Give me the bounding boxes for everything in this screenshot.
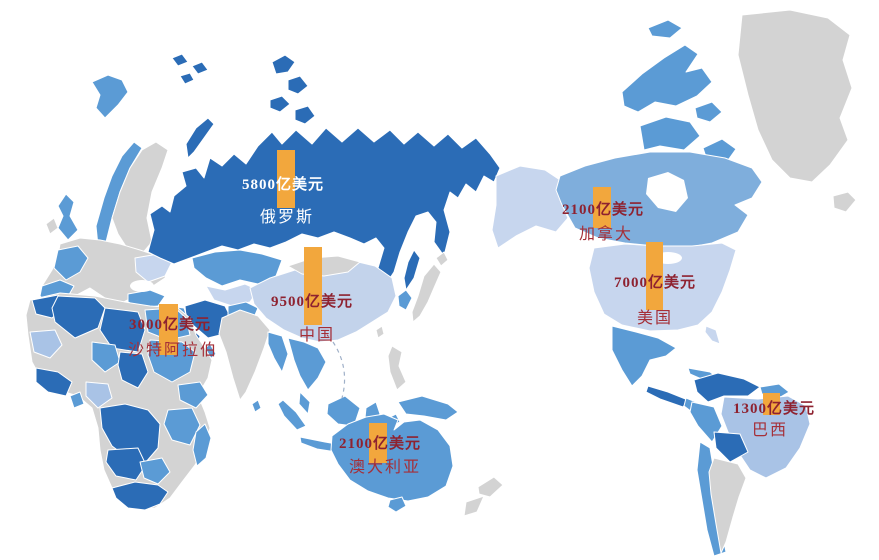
florida [704, 325, 721, 345]
korea [397, 289, 413, 311]
value-bar-brazil [763, 393, 780, 415]
india [218, 309, 271, 401]
ethiopia [177, 381, 209, 409]
united-kingdom [57, 193, 79, 241]
new-guinea [397, 395, 459, 421]
south-africa [111, 481, 169, 511]
arctic-island [287, 75, 309, 95]
chad [117, 351, 149, 389]
value-label-canada: 2100亿美元 [561, 202, 645, 218]
iceland [832, 191, 857, 213]
value-bar-russia [277, 150, 295, 208]
japan [411, 263, 442, 323]
value-label-brazil: 1300亿美元 [732, 401, 816, 417]
arctic-island [191, 61, 209, 75]
indochina [287, 337, 327, 391]
value-bar-australia [369, 423, 387, 463]
new-zealand-north [477, 476, 504, 498]
russia [147, 127, 501, 285]
value-label-usa: 7000亿美元 [613, 275, 697, 291]
hudson-bay [646, 172, 688, 212]
value-label-russia: 5800亿美元 [241, 177, 325, 193]
value-label-saudi-arabia: 3000亿美元 [128, 317, 212, 333]
sumatra [277, 399, 307, 431]
canadian-arctic-islands [621, 44, 713, 113]
sakhalin [403, 249, 421, 291]
argentina [708, 457, 747, 554]
country-label-brazil: 巴西 [751, 422, 789, 439]
myanmar [267, 331, 289, 373]
value-bar-canada [593, 187, 611, 228]
tasmania [387, 496, 407, 513]
australia [330, 413, 454, 502]
black-sea [130, 280, 154, 292]
hokkaido [435, 251, 449, 267]
mauritania [29, 329, 63, 359]
angola [105, 447, 147, 481]
new-zealand-south [463, 495, 485, 517]
mexico [611, 325, 677, 387]
brazil [720, 395, 811, 479]
novaya-zemlya [185, 117, 215, 159]
canadian-arctic-islands [647, 19, 683, 39]
colombia-venezuela [693, 372, 761, 403]
country-label-saudi-arabia: 沙特阿拉伯 [127, 342, 219, 359]
greenland [737, 9, 853, 183]
canadian-arctic-islands [639, 116, 701, 151]
ghana [69, 391, 85, 409]
kenya-tanzania [163, 407, 201, 446]
west-africa [35, 367, 73, 397]
arctic-island [171, 53, 189, 67]
country-label-russia: 俄罗斯 [259, 209, 315, 226]
country-label-australia: 澳大利亚 [348, 459, 422, 476]
value-bar-china [304, 247, 322, 325]
arctic-island [294, 105, 316, 125]
ireland [45, 217, 59, 235]
value-bar-usa [646, 242, 663, 310]
south-china-sea-dash-line [332, 341, 346, 399]
zambia-zimbabwe [139, 457, 171, 485]
country-label-canada: 加拿大 [578, 226, 634, 243]
malay-peninsula [298, 391, 311, 415]
libya [99, 307, 146, 353]
country-label-usa: 美国 [636, 310, 674, 327]
value-label-china: 9500亿美元 [270, 294, 354, 310]
arctic-island [271, 54, 296, 75]
arctic-island [179, 72, 195, 85]
bolivia [713, 431, 749, 463]
country-label-china: 中国 [298, 327, 336, 344]
france [53, 245, 89, 281]
svalbard [91, 74, 129, 119]
philippines [387, 345, 407, 391]
value-bar-saudi-arabia [159, 304, 178, 355]
value-label-australia: 2100亿美元 [338, 436, 422, 452]
canadian-arctic-islands [694, 101, 723, 123]
niger [91, 341, 121, 373]
arctic-island [269, 95, 291, 113]
algeria [51, 295, 106, 339]
madagascar [192, 423, 212, 467]
congo-region [99, 403, 161, 463]
nigeria [85, 381, 113, 409]
sri-lanka [251, 399, 262, 413]
taiwan [375, 325, 385, 339]
central-america [645, 385, 689, 408]
